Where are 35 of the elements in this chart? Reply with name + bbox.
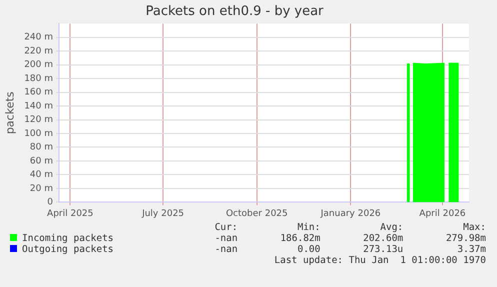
y-axis-title: packets bbox=[3, 91, 16, 134]
chart-title: Packets on eth0.9 - by year bbox=[146, 4, 324, 20]
x-tick-label: October 2025 bbox=[226, 208, 288, 219]
text: 273.13u bbox=[362, 244, 404, 255]
text: 202.60m bbox=[362, 233, 404, 244]
text: Max: bbox=[462, 222, 487, 233]
y-tick-label: 180 m bbox=[24, 74, 54, 84]
y-tick-label: 0 bbox=[47, 198, 54, 208]
y-tick-label: 80 m bbox=[30, 142, 54, 153]
text: -nan bbox=[214, 233, 239, 244]
legend-label: Incoming packets bbox=[21, 233, 115, 244]
text: -nan bbox=[214, 244, 239, 255]
y-tick-label: 120 m bbox=[24, 115, 54, 126]
y-tick-label: 20 m bbox=[30, 184, 54, 194]
text: 3.37m bbox=[456, 244, 487, 255]
y-tick-label: 240 m bbox=[24, 32, 54, 43]
text: Min: bbox=[296, 222, 322, 233]
y-tick-label: 200 m bbox=[24, 60, 54, 70]
text: Avg: bbox=[379, 222, 404, 233]
y-tick-label: 160 m bbox=[24, 88, 54, 98]
text: Last update: Thu Jan 1 01:00:00 1970 bbox=[273, 255, 487, 266]
y-tick-label: 40 m bbox=[30, 170, 54, 180]
x-tick-label: January 2026 bbox=[320, 208, 381, 219]
y-tick-label: 220 m bbox=[24, 46, 54, 56]
x-tick-label: April 2025 bbox=[47, 208, 94, 219]
legend-label: Outgoing packets bbox=[21, 244, 115, 255]
text: 279.98m bbox=[444, 233, 487, 244]
text: 186.82m bbox=[279, 233, 322, 244]
y-tick-label: 60 m bbox=[30, 156, 54, 166]
x-tick-label: April 2026 bbox=[419, 208, 466, 219]
text: 0.00 bbox=[296, 244, 322, 255]
y-tick-label: 100 m bbox=[24, 128, 54, 139]
y-tick-label: 140 m bbox=[24, 101, 54, 112]
x-tick-label: July 2025 bbox=[141, 208, 184, 219]
text: Cur: bbox=[214, 222, 239, 233]
